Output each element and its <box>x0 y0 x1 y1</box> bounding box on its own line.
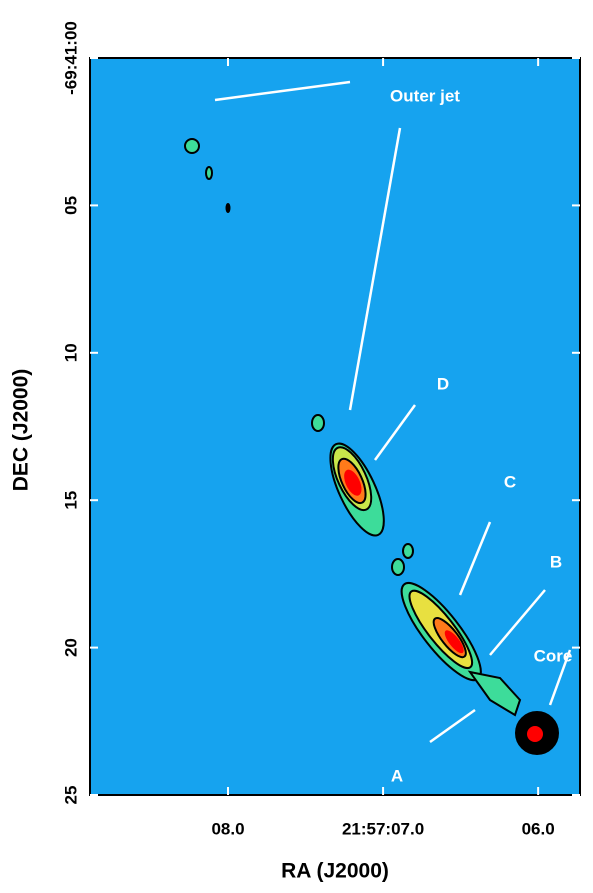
annotation: A <box>391 766 403 785</box>
annotation: Core <box>534 646 573 665</box>
annotation: C <box>504 472 516 491</box>
x-axis-label: RA (J2000) <box>281 860 389 883</box>
annotation-lines <box>214 80 572 744</box>
x-tick-label: 21:57:07.0 <box>342 819 424 838</box>
frame <box>89 57 581 796</box>
y-tick-label: 20 <box>61 638 80 657</box>
y-axis-label: DEC (J2000) <box>10 369 33 492</box>
x-tick-label: 08.0 <box>211 819 244 838</box>
jet-emission <box>184 138 559 755</box>
y-tick-label: 10 <box>61 343 80 362</box>
y-tick-label: -69:41:00 <box>61 21 80 95</box>
annotation: B <box>550 552 562 571</box>
x-tick-label: 06.0 <box>522 819 555 838</box>
y-tick-label: 15 <box>61 491 80 510</box>
y-tick-label: 05 <box>61 196 80 215</box>
image-background <box>90 58 580 795</box>
annotation: Outer jet <box>390 86 460 105</box>
annotation: D <box>437 374 449 393</box>
y-tick-label: 25 <box>61 786 80 805</box>
